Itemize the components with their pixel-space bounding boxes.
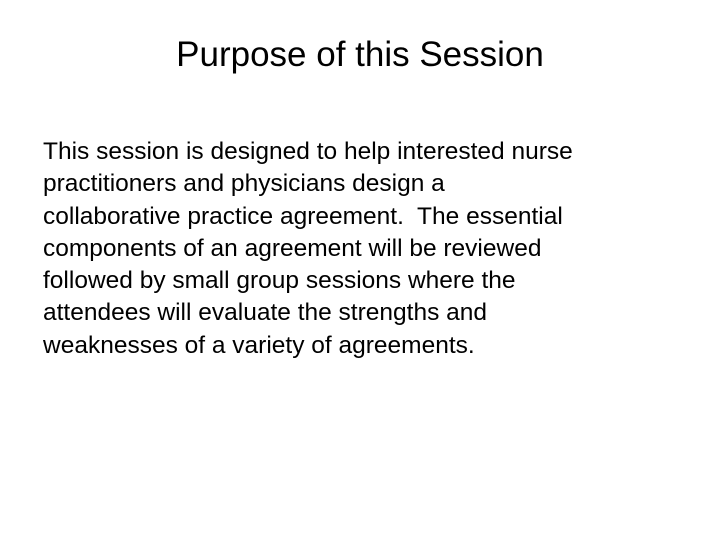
- body-line: collaborative practice agreement. The es…: [43, 202, 563, 230]
- body-line: attendees will evaluate the strengths an…: [43, 299, 488, 327]
- body-line: practitioners and physicians design a: [43, 170, 445, 198]
- body-line: This session is designed to help interes…: [43, 138, 573, 165]
- slide-title: Purpose of this Session: [176, 35, 544, 74]
- slide-body: This session is designed to help interes…: [43, 136, 703, 362]
- body-line: followed by small group sessions where t…: [43, 267, 516, 295]
- body-line: weaknesses of a variety of agreements.: [43, 331, 475, 359]
- body-line: components of an agreement will be revie…: [43, 234, 542, 262]
